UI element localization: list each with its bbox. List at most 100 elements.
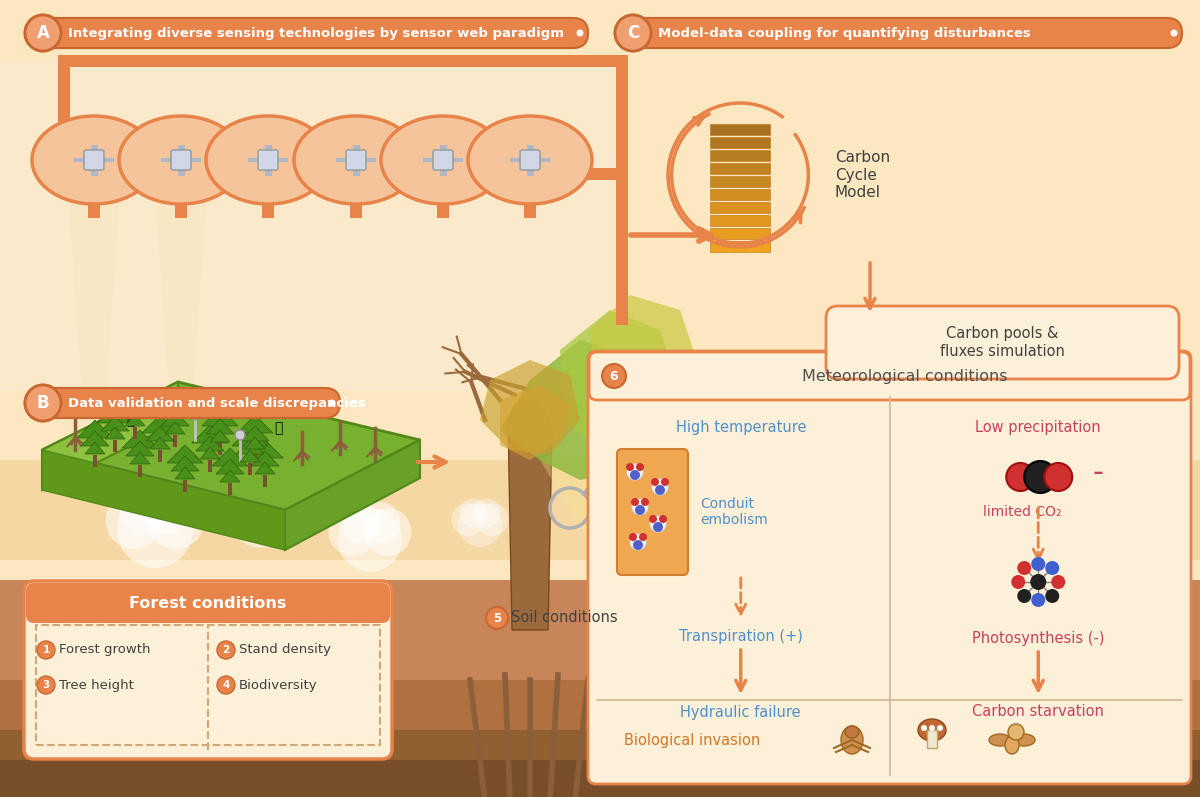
Circle shape: [25, 15, 61, 51]
Circle shape: [250, 486, 287, 523]
Circle shape: [937, 725, 943, 731]
Text: C: C: [626, 24, 640, 42]
Polygon shape: [82, 431, 109, 446]
Circle shape: [634, 540, 643, 550]
Bar: [263, 475, 266, 487]
FancyBboxPatch shape: [588, 351, 1190, 784]
Bar: [94, 455, 97, 467]
Text: Carbon starvation: Carbon starvation: [972, 705, 1104, 720]
Circle shape: [217, 676, 235, 694]
Polygon shape: [118, 392, 154, 410]
Bar: [524, 168, 536, 218]
Text: Carbon pools &
fluxes simulation: Carbon pools & fluxes simulation: [940, 326, 1064, 359]
Polygon shape: [167, 445, 203, 463]
Circle shape: [661, 478, 670, 486]
Circle shape: [631, 498, 640, 506]
Circle shape: [576, 29, 583, 37]
FancyBboxPatch shape: [346, 150, 366, 170]
FancyBboxPatch shape: [520, 150, 540, 170]
FancyBboxPatch shape: [26, 583, 390, 623]
Bar: [928, 730, 937, 748]
Polygon shape: [130, 452, 150, 464]
Bar: [88, 168, 100, 218]
Bar: [0, 730, 1200, 797]
Bar: [113, 440, 118, 452]
Polygon shape: [106, 427, 125, 439]
Ellipse shape: [468, 116, 592, 204]
Polygon shape: [560, 310, 680, 450]
Circle shape: [653, 522, 662, 532]
Text: B: B: [37, 394, 49, 412]
Bar: [0, 680, 1200, 797]
Text: Integrating diverse sensing technologies by sensor web paradigm: Integrating diverse sensing technologies…: [68, 26, 564, 40]
Ellipse shape: [119, 116, 242, 204]
Text: Photosynthesis (-): Photosynthesis (-): [972, 631, 1104, 646]
Bar: [58, 168, 628, 180]
Polygon shape: [161, 411, 190, 426]
FancyBboxPatch shape: [84, 150, 104, 170]
Polygon shape: [196, 436, 224, 451]
Circle shape: [1045, 561, 1060, 575]
Bar: [0, 60, 620, 390]
Circle shape: [190, 410, 200, 420]
Text: Carbon
Cycle
Model: Carbon Cycle Model: [835, 150, 890, 200]
FancyBboxPatch shape: [618, 18, 1182, 48]
Text: Model-data coupling for quantifying disturbances: Model-data coupling for quantifying dist…: [658, 26, 1031, 40]
Circle shape: [326, 399, 334, 406]
Text: 1: 1: [42, 645, 49, 655]
Text: C: C: [626, 24, 640, 42]
Ellipse shape: [841, 726, 863, 754]
Polygon shape: [157, 400, 193, 418]
Text: -: -: [1093, 457, 1104, 486]
Bar: [208, 460, 212, 472]
Text: Conduit
embolism: Conduit embolism: [700, 497, 768, 527]
FancyBboxPatch shape: [618, 18, 1180, 48]
FancyBboxPatch shape: [710, 175, 770, 186]
Polygon shape: [172, 456, 199, 471]
FancyBboxPatch shape: [710, 214, 770, 226]
Circle shape: [1012, 575, 1025, 589]
Polygon shape: [236, 439, 264, 454]
Bar: [437, 168, 449, 218]
Polygon shape: [508, 400, 552, 630]
Text: Model-data coupling for quantifying disturbances: Model-data coupling for quantifying dist…: [658, 26, 1031, 40]
Polygon shape: [210, 430, 230, 442]
Polygon shape: [166, 422, 185, 434]
Polygon shape: [500, 385, 570, 460]
Circle shape: [1044, 463, 1073, 491]
Polygon shape: [142, 415, 178, 433]
Circle shape: [632, 499, 648, 515]
Circle shape: [118, 492, 193, 568]
Bar: [173, 435, 178, 447]
Bar: [58, 55, 70, 180]
Bar: [0, 620, 1200, 720]
FancyBboxPatch shape: [710, 189, 770, 200]
Text: B: B: [37, 394, 49, 412]
Circle shape: [649, 515, 658, 523]
Circle shape: [473, 499, 500, 527]
Bar: [175, 168, 187, 218]
Circle shape: [635, 505, 646, 515]
Bar: [253, 450, 257, 462]
Polygon shape: [200, 447, 220, 459]
FancyBboxPatch shape: [710, 150, 770, 161]
Polygon shape: [154, 160, 209, 390]
Polygon shape: [240, 450, 260, 462]
Polygon shape: [150, 437, 170, 449]
Circle shape: [922, 725, 928, 731]
Polygon shape: [192, 425, 228, 443]
Circle shape: [106, 492, 163, 549]
Bar: [58, 55, 628, 67]
Circle shape: [1025, 461, 1056, 493]
Polygon shape: [286, 440, 420, 550]
Ellipse shape: [206, 116, 330, 204]
FancyBboxPatch shape: [710, 241, 770, 252]
FancyBboxPatch shape: [28, 388, 340, 418]
FancyBboxPatch shape: [826, 306, 1178, 379]
Circle shape: [652, 479, 668, 495]
Bar: [158, 450, 162, 462]
Circle shape: [148, 492, 204, 549]
FancyBboxPatch shape: [28, 388, 338, 418]
FancyBboxPatch shape: [589, 352, 1190, 400]
Polygon shape: [146, 426, 174, 441]
